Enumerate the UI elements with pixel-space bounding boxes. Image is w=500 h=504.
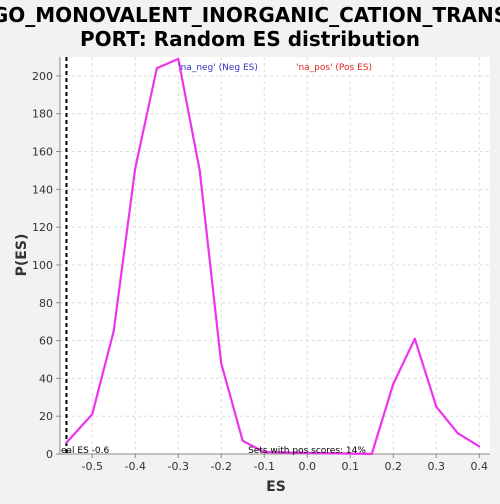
y-tick-label: 160 (32, 146, 53, 159)
data-point (134, 167, 137, 170)
legend-pos: 'na_pos' (Pos ES) (296, 63, 372, 73)
distribution-line (65, 57, 480, 456)
chart-title-line-1: GO_MONOVALENT_INORGANIC_CATION_TRANS (0, 3, 500, 27)
y-tick-label: 20 (39, 410, 53, 423)
data-point (91, 413, 94, 416)
data-point (198, 169, 201, 172)
series-layer (65, 57, 481, 456)
real-es-label: eal ES -0.6 (61, 446, 110, 456)
plot-area (60, 57, 490, 454)
data-point (435, 405, 438, 408)
x-tick-label: 0.4 (471, 460, 489, 473)
x-axis-label: ES (266, 479, 286, 495)
data-point (241, 439, 244, 442)
data-point (177, 57, 180, 60)
x-tick-label: -0.4 (125, 460, 146, 473)
chart-title-line-2: PORT: Random ES distribution (80, 27, 420, 51)
pos-scores-annotation: Sets with pos scores: 14% (248, 446, 366, 456)
y-tick-label: 80 (39, 297, 53, 310)
data-point (65, 441, 68, 444)
x-tick-label: 0.2 (385, 460, 403, 473)
data-point (456, 432, 459, 435)
grid (60, 57, 490, 455)
data-point (112, 330, 115, 333)
data-point (413, 337, 416, 340)
y-tick-label: 120 (32, 221, 53, 234)
y-tick-label: 40 (39, 372, 53, 385)
y-tick-label: 0 (46, 448, 53, 461)
x-tick-label: -0.3 (168, 460, 189, 473)
y-tick-label: 60 (39, 335, 53, 348)
data-point (478, 445, 481, 448)
data-point (220, 362, 223, 365)
y-tick-label: 100 (32, 259, 53, 272)
y-tick-label: 180 (32, 108, 53, 121)
x-tick-label: 0.0 (299, 460, 317, 473)
data-point (155, 67, 158, 70)
x-tick-label: -0.5 (82, 460, 103, 473)
y-tick-label: 200 (32, 70, 53, 83)
x-tick-label: 0.1 (342, 460, 360, 473)
legend-neg: 'na_neg' (Neg ES) (178, 63, 258, 73)
y-axis-label: P(ES) (14, 234, 30, 277)
data-point (392, 383, 395, 386)
data-point (370, 453, 373, 455)
axes: -0.5 -0.4 -0.3 -0.2 -0.1 0.0 0.1 0.2 0.3 0.4 0 20 40… (32, 57, 490, 473)
x-tick-label: -0.2 (211, 460, 232, 473)
y-tick-label: 140 (32, 183, 53, 196)
x-tick-label: -0.1 (254, 460, 275, 473)
data-point (263, 451, 266, 454)
x-tick-label: 0.3 (428, 460, 446, 473)
